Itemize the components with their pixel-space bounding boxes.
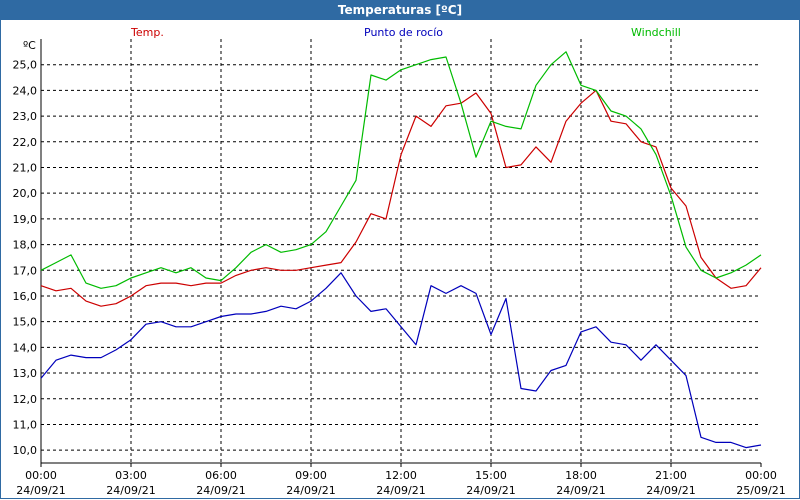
y-tick-label: 21,0 [13, 161, 38, 174]
series-dew-point-line [40, 272, 762, 449]
y-tick-label: 23,0 [13, 110, 38, 123]
x-tick-date: 24/09/21 [106, 484, 155, 497]
window-title: Temperaturas [ºC] [0, 0, 800, 20]
x-tick-time: 15:00 [475, 469, 507, 482]
x-tick-date: 24/09/21 [16, 484, 65, 497]
x-tick-time: 06:00 [205, 469, 237, 482]
x-tick-time: 21:00 [655, 469, 687, 482]
y-tick-label: 25,0 [13, 59, 38, 72]
y-tick-label: 22,0 [13, 136, 38, 149]
x-tick-time: 09:00 [295, 469, 327, 482]
series-windchill-line [40, 51, 762, 289]
y-tick-label: 15,0 [13, 316, 38, 329]
x-tick-date: 24/09/21 [376, 484, 425, 497]
y-tick-label: 12,0 [13, 393, 38, 406]
x-tick-time: 12:00 [385, 469, 417, 482]
y-tick-label: 10,0 [13, 444, 38, 457]
x-tick-time: 03:00 [115, 469, 147, 482]
y-tick-label: 17,0 [13, 264, 38, 277]
series-lines [40, 51, 762, 449]
y-tick-label: 24,0 [13, 84, 38, 97]
y-tick-label: 11,0 [13, 418, 38, 431]
y-axis-ticks: 10,0 11,0 12,0 13,0 14,0 15,0 16,0 17,0 18,0 19,0… [13, 59, 38, 457]
x-tick-time: 18:00 [565, 469, 597, 482]
grid [41, 39, 761, 463]
y-tick-label: 14,0 [13, 341, 38, 354]
y-axis-unit-label: ºC [23, 39, 36, 52]
y-tick-label: 18,0 [13, 239, 38, 252]
legend-temp: Temp. [131, 26, 164, 39]
series-temp-line [40, 89, 762, 307]
x-axis-ticks: 00:00 24/09/21 03:00 24/09/21 06:00 24/09/21 0… [16, 463, 786, 497]
y-tick-label: 16,0 [13, 290, 38, 303]
x-tick-date: 25/09/21 [736, 484, 785, 497]
x-tick-date: 24/09/21 [466, 484, 515, 497]
y-tick-label: 19,0 [13, 213, 38, 226]
x-tick-date: 24/09/21 [196, 484, 245, 497]
legend-dew-point: Punto de rocío [364, 26, 444, 39]
x-tick-date: 24/09/21 [286, 484, 335, 497]
x-tick-time: 00:00 [745, 469, 777, 482]
y-tick-label: 20,0 [13, 187, 38, 200]
legend-windchill: Windchill [631, 26, 681, 39]
x-tick-date: 24/09/21 [556, 484, 605, 497]
x-tick-date: 24/09/21 [646, 484, 695, 497]
y-tick-label: 13,0 [13, 367, 38, 380]
x-tick-time: 00:00 [25, 469, 57, 482]
